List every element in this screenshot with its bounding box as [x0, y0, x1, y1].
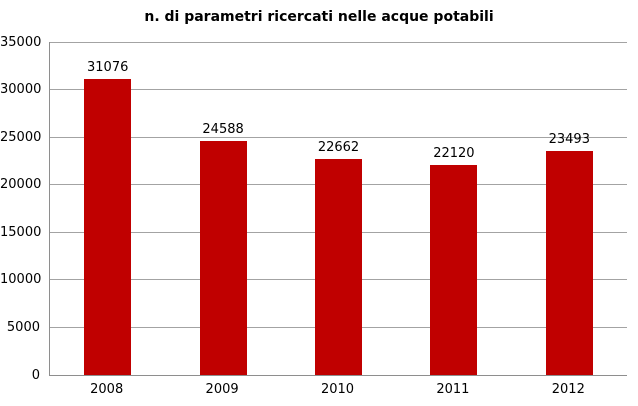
bar-2009 — [199, 141, 247, 375]
x-axis-tick-label-2011: 2011 — [436, 382, 470, 397]
gridline-30000 — [50, 89, 627, 91]
bar-value-label-2012: 23493 — [548, 132, 590, 148]
x-axis-tick-label-2012: 2012 — [551, 382, 585, 397]
bar-2011 — [430, 164, 478, 375]
plot-area: 31076 24588 22662 22120 23493 — [49, 41, 627, 376]
bar-2008 — [84, 79, 132, 375]
x-axis-tick-label-2009: 2009 — [205, 382, 239, 397]
y-axis-tick-label: 10000 — [0, 272, 42, 288]
bar-2010 — [315, 159, 362, 375]
x-axis-tick-label-2010: 2010 — [320, 382, 355, 397]
bar-value-label-2009: 24588 — [202, 122, 244, 138]
y-axis-tick-label: 25000 — [0, 129, 42, 145]
y-axis-tick-label: 5000 — [6, 319, 40, 335]
gridline-35000 — [50, 41, 627, 43]
y-axis: 0 5000 10000 15000 20000 25000 30000 35000 — [0, 35, 42, 383]
bar-value-label-2010: 22662 — [317, 140, 360, 156]
gridline-25000 — [50, 136, 627, 138]
y-axis-tick-label: 35000 — [0, 34, 42, 50]
y-axis-tick-label: 20000 — [0, 177, 42, 193]
y-axis-tick-label: 30000 — [0, 82, 42, 98]
bar-value-label-2008: 31076 — [87, 60, 129, 76]
bar-2012 — [545, 151, 593, 375]
bar-value-label-2011: 22120 — [433, 145, 475, 161]
x-axis: 2008 2009 2010 2011 2012 — [49, 378, 626, 402]
y-axis-tick-label: 15000 — [0, 224, 42, 240]
x-axis-tick-label-2008: 2008 — [90, 382, 124, 397]
chart-title: n. di parametri ricercati nelle acque po… — [144, 9, 494, 25]
y-axis-tick-label: 0 — [31, 367, 40, 383]
